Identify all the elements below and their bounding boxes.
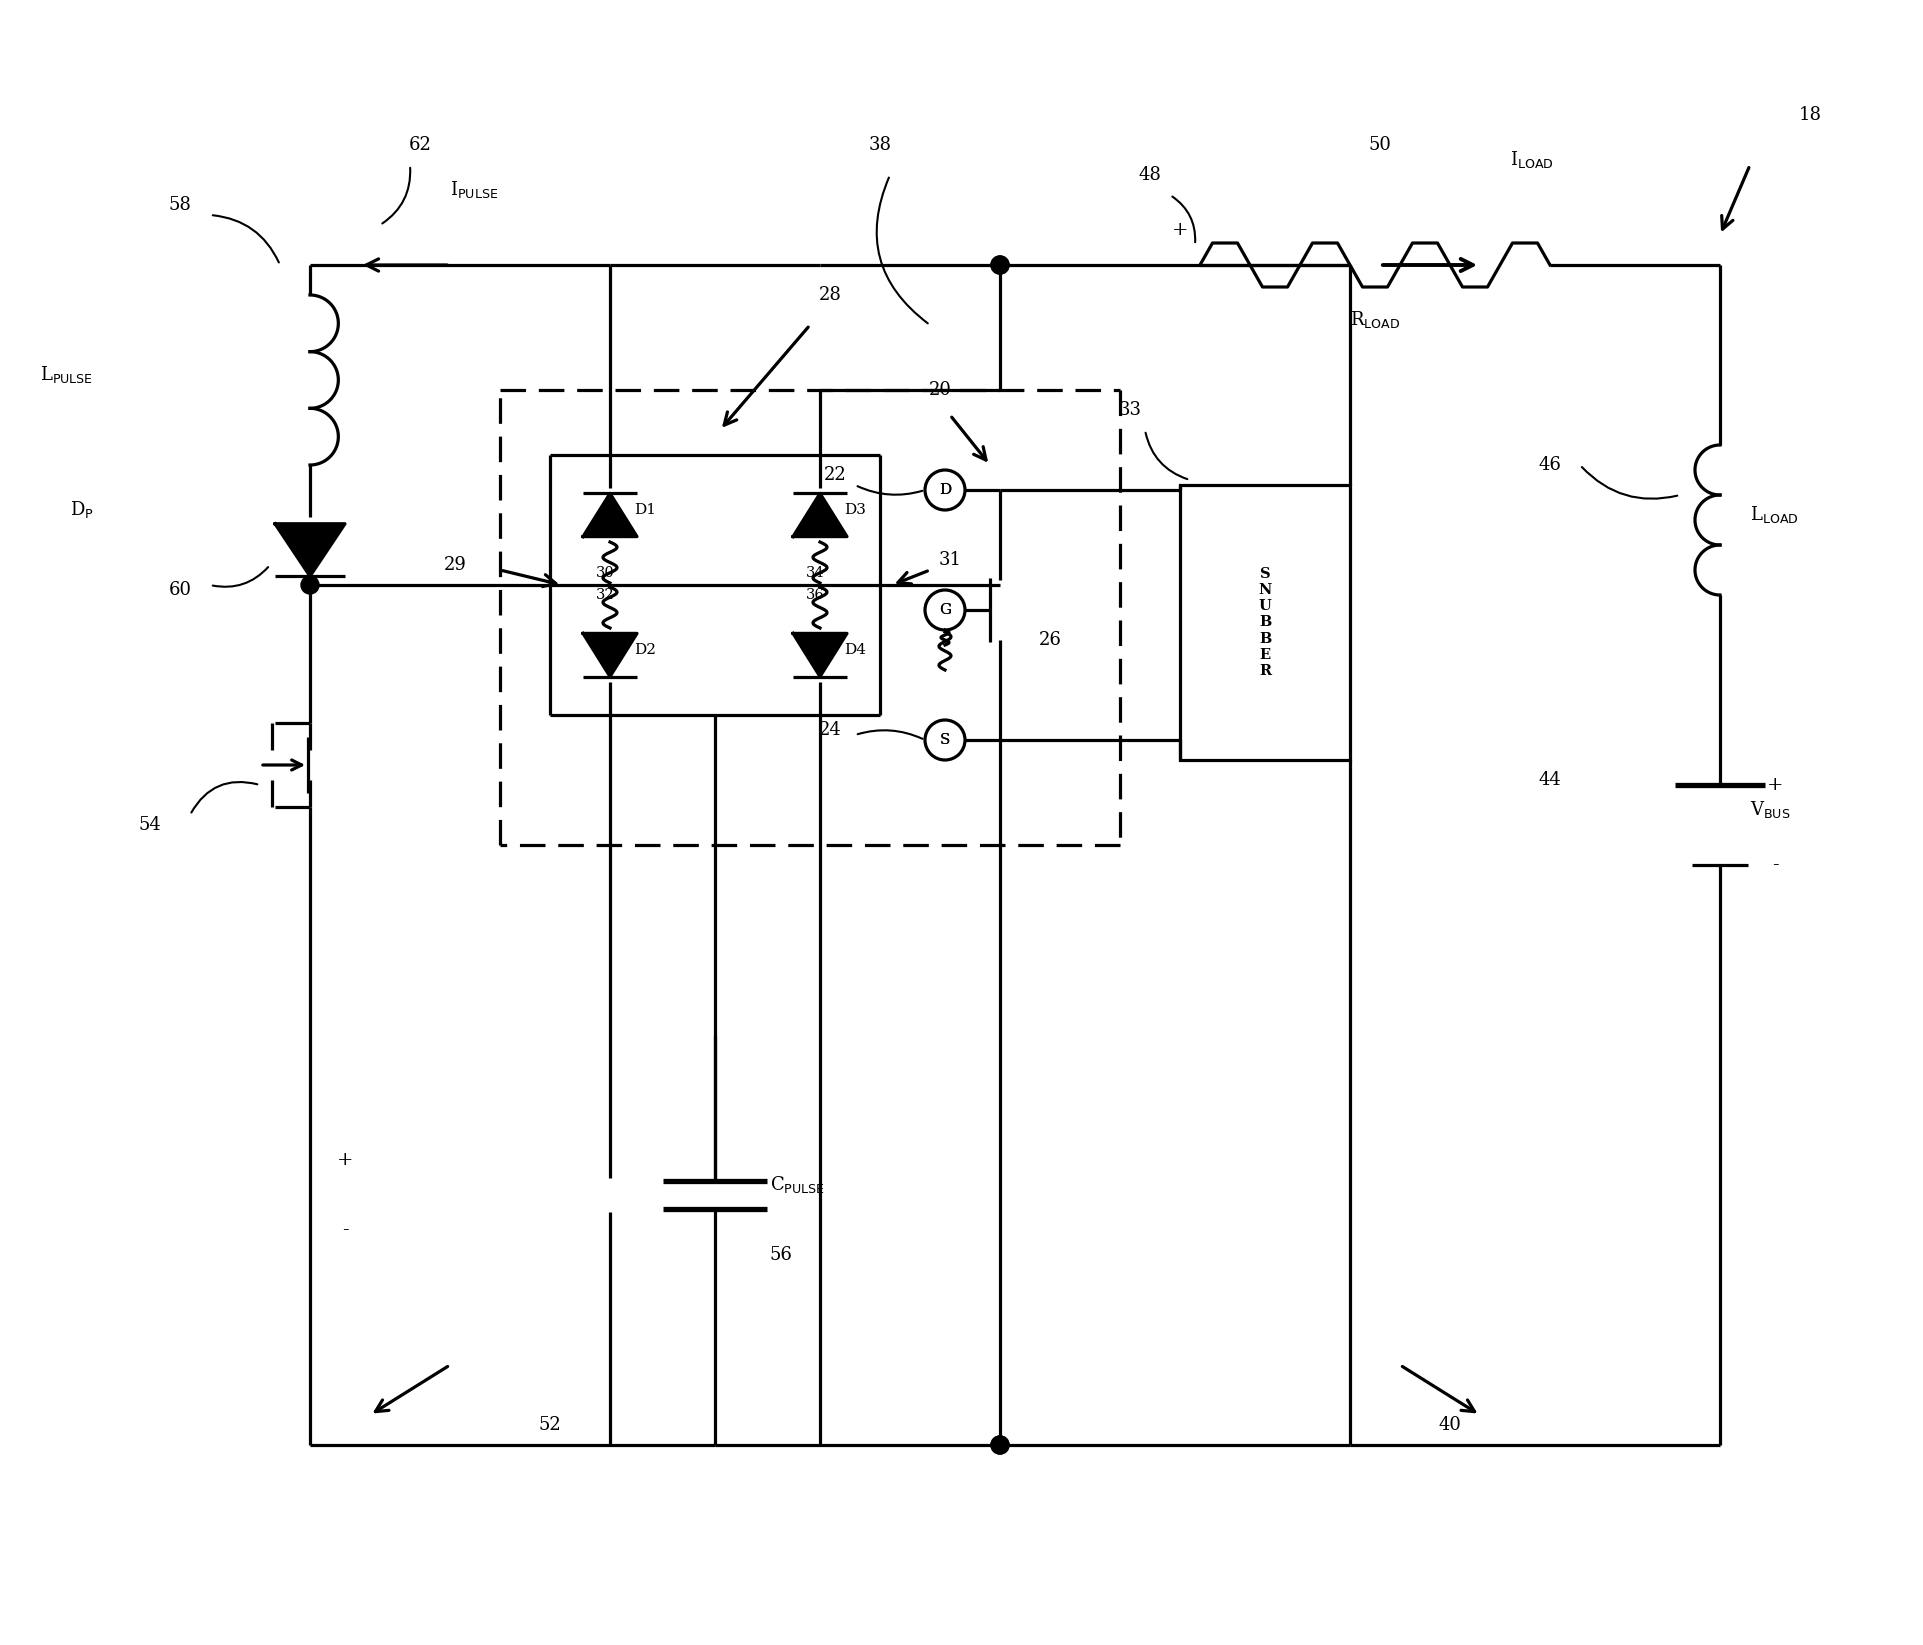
Text: D2: D2 [635,643,656,656]
Text: L$_{\rm PULSE}$: L$_{\rm PULSE}$ [40,364,92,385]
Text: 48: 48 [1138,166,1161,184]
Text: 36: 36 [806,587,825,602]
Text: 34: 34 [806,566,825,581]
Text: 52: 52 [538,1416,562,1434]
Text: V$_{\rm BUS}$: V$_{\rm BUS}$ [1750,799,1790,819]
Text: 30: 30 [596,566,613,581]
Text: 18: 18 [1798,105,1821,123]
Text: +: + [1171,220,1188,239]
Text: L$_{\rm LOAD}$: L$_{\rm LOAD}$ [1750,503,1798,525]
Text: 60: 60 [169,581,192,599]
Text: 32: 32 [596,587,613,602]
Text: 33: 33 [1119,401,1142,419]
Text: 24: 24 [819,721,842,739]
Text: D1: D1 [635,503,656,517]
Polygon shape [583,494,637,536]
Polygon shape [583,633,637,676]
Text: 22: 22 [823,466,846,484]
Text: 62: 62 [408,137,431,155]
Bar [1181,485,1350,760]
Text: 29: 29 [444,556,467,574]
Circle shape [990,257,1010,275]
Text: D: D [938,484,952,497]
Text: -: - [342,1221,348,1239]
Text: S
N
U
B
B
E
R: S N U B B E R [1258,568,1271,678]
Polygon shape [275,523,344,576]
Text: D$_{\rm P}$: D$_{\rm P}$ [69,498,94,520]
Text: 20: 20 [929,382,952,400]
Circle shape [990,1436,1010,1454]
Circle shape [990,1436,1010,1454]
Text: R$_{\rm LOAD}$: R$_{\rm LOAD}$ [1350,309,1400,331]
Text: 58: 58 [169,196,192,214]
Text: D4: D4 [844,643,865,656]
Text: 26: 26 [1038,632,1061,650]
Text: 28: 28 [819,286,842,304]
Text: S: S [940,734,950,747]
Text: 31: 31 [938,551,962,569]
Text: 50: 50 [1369,137,1392,155]
Text: S: S [940,734,950,747]
Text: -: - [1771,855,1779,873]
Text: 46: 46 [1538,456,1561,474]
Text: +: + [337,1152,354,1170]
Polygon shape [792,633,846,676]
Text: G: G [938,604,952,617]
Text: 40: 40 [1438,1416,1461,1434]
Polygon shape [792,494,846,536]
Text: +: + [1767,776,1783,795]
Text: C$_{\rm PULSE}$: C$_{\rm PULSE}$ [769,1175,825,1194]
Circle shape [302,576,319,594]
Text: I$_{\rm LOAD}$: I$_{\rm LOAD}$ [1510,150,1554,169]
Text: 38: 38 [869,137,892,155]
Circle shape [990,257,1010,275]
Text: D: D [938,484,952,497]
Text: G: G [938,604,952,617]
Text: 56: 56 [769,1245,792,1263]
Text: 44: 44 [1538,772,1561,790]
Text: I$_{\rm PULSE}$: I$_{\rm PULSE}$ [450,179,498,201]
Text: 54: 54 [138,816,162,834]
Text: D3: D3 [844,503,865,517]
